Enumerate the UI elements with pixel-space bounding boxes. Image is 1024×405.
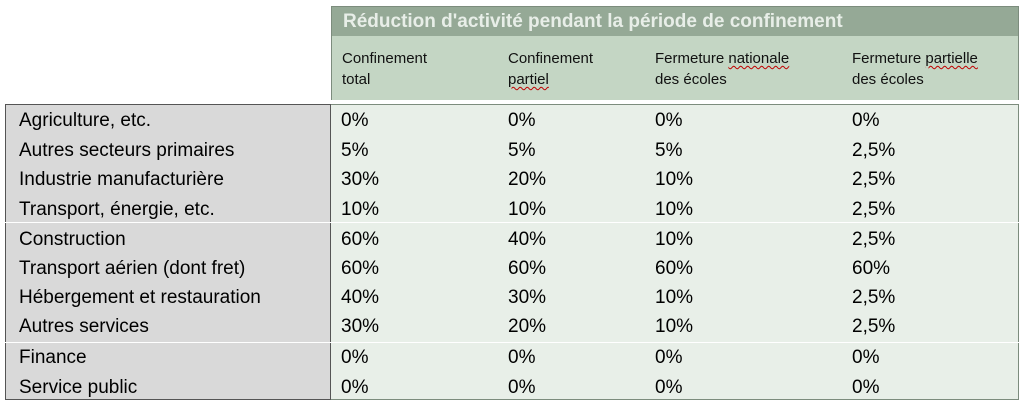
data-area — [331, 104, 1019, 400]
value-cell: 0% — [508, 347, 536, 368]
value-cell: 10% — [655, 229, 694, 250]
value-cell: 0% — [341, 377, 369, 398]
value-cell: 60% — [508, 258, 547, 279]
value-cell: 40% — [341, 287, 380, 308]
value-cell: 2,5% — [852, 287, 896, 308]
value-cell: 40% — [508, 229, 547, 250]
value-cell: 0% — [341, 347, 369, 368]
column-header-line: Fermeture partielle — [852, 50, 978, 67]
value-cell: 10% — [655, 287, 694, 308]
value-cell: 30% — [341, 316, 380, 337]
value-cell: 10% — [655, 316, 694, 337]
column-header-confinement-partiel: Confinement partiel — [508, 48, 593, 90]
table-title: Réduction d'activité pendant la période … — [331, 6, 1019, 36]
value-cell: 0% — [508, 110, 536, 131]
row-label: Finance — [19, 347, 87, 368]
value-cell: 0% — [655, 377, 683, 398]
row-label: Transport, énergie, etc. — [19, 199, 215, 220]
value-cell: 0% — [852, 347, 880, 368]
value-cell: 60% — [341, 229, 380, 250]
value-cell: 30% — [341, 169, 380, 190]
value-cell: 2,5% — [852, 140, 896, 161]
row-label: Hébergement et restauration — [19, 287, 261, 308]
column-header-line: Confinement — [508, 50, 594, 67]
value-cell: 0% — [852, 377, 880, 398]
column-header-line: des écoles — [655, 71, 727, 88]
value-cell: 5% — [655, 140, 683, 161]
row-label: Autres services — [19, 316, 149, 337]
column-header-line: partiel — [508, 71, 549, 88]
value-cell: 2,5% — [852, 316, 896, 337]
column-header-word: partielle — [925, 50, 978, 67]
column-header-band — [331, 36, 1019, 100]
value-cell: 60% — [341, 258, 380, 279]
group-separator — [5, 222, 1019, 223]
value-cell: 60% — [852, 258, 891, 279]
value-cell: 2,5% — [852, 229, 896, 250]
column-header-word: nationale — [728, 50, 790, 67]
group-separator — [5, 342, 1019, 343]
row-label: Transport aérien (dont fret) — [19, 258, 246, 279]
row-label: Industrie manufacturière — [19, 169, 224, 190]
value-cell: 0% — [508, 377, 536, 398]
column-header-line: total — [342, 71, 371, 88]
row-label-column — [5, 104, 331, 400]
column-header-fermeture-nationale: Fermeture nationale des écoles — [655, 48, 789, 90]
column-header-fermeture-partielle: Fermeture partielle des écoles — [852, 48, 978, 90]
value-cell: 5% — [508, 140, 536, 161]
column-header-confinement-total: Confinement total — [342, 48, 427, 90]
value-cell: 10% — [508, 199, 547, 220]
value-cell: 2,5% — [852, 199, 896, 220]
value-cell: 10% — [655, 169, 694, 190]
value-cell: 2,5% — [852, 169, 896, 190]
row-label: Autres secteurs primaires — [19, 140, 235, 161]
column-header-line: des écoles — [852, 71, 924, 88]
row-label: Service public — [19, 377, 138, 398]
value-cell: 0% — [655, 347, 683, 368]
value-cell: 0% — [655, 110, 683, 131]
column-header-line: Confinement — [342, 50, 428, 67]
value-cell: 60% — [655, 258, 694, 279]
row-label: Construction — [19, 229, 126, 250]
column-header-line: Fermeture nationale — [655, 50, 790, 67]
value-cell: 20% — [508, 316, 547, 337]
value-cell: 5% — [341, 140, 369, 161]
value-cell: 30% — [508, 287, 547, 308]
value-cell: 10% — [655, 199, 694, 220]
value-cell: 0% — [341, 110, 369, 131]
value-cell: 20% — [508, 169, 547, 190]
value-cell: 10% — [341, 199, 380, 220]
value-cell: 0% — [852, 110, 880, 131]
row-label: Agriculture, etc. — [19, 110, 151, 131]
